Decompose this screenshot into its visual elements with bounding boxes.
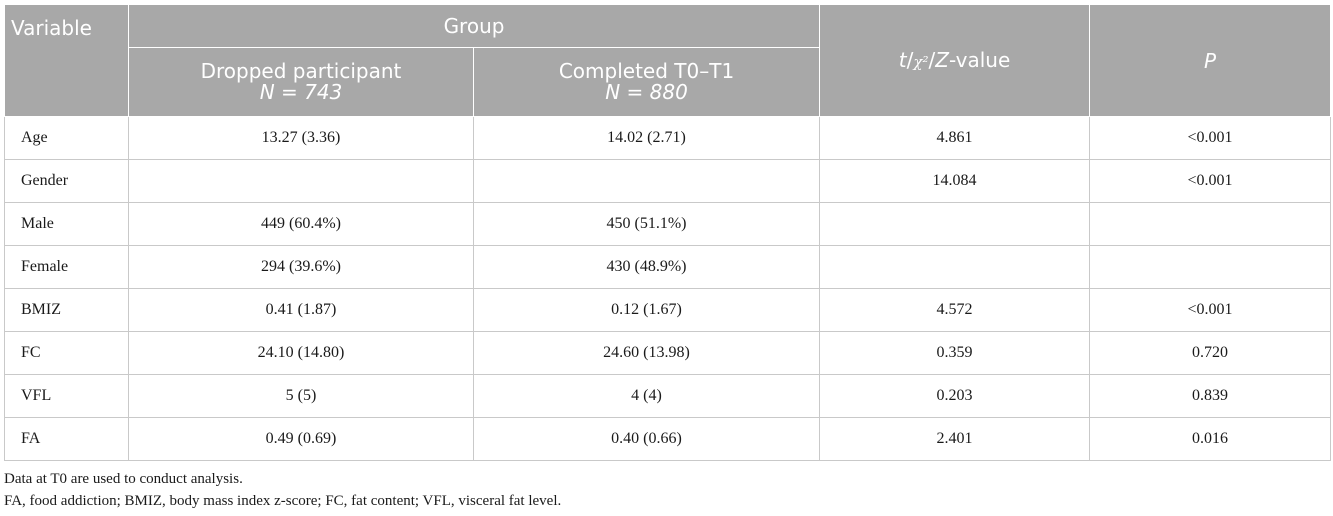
header-variable-label: Variable [11,16,92,40]
cell-statistic: 0.203 [819,374,1091,418]
cell-variable: Female [4,245,129,289]
header-dropped: Dropped participant N = 743 [128,47,474,117]
cell-completed [472,159,821,203]
cell-completed: 0.40 (0.66) [472,417,821,461]
cell-p-value: 0.016 [1089,417,1332,461]
header-completed: Completed T0–T1 N = 880 [472,47,821,117]
header-variable: Variable [4,4,129,117]
cell-variable: Male [4,202,129,246]
cell-p-value [1089,245,1332,289]
cell-dropped: 0.41 (1.87) [128,288,474,332]
table-footnotes: Data at T0 are used to conduct analysis.… [4,468,561,512]
table-header: Variable Group t/χ²/Z-value P Dropped pa… [4,4,1332,117]
cell-statistic: 14.084 [819,159,1091,203]
header-statistic: t/χ²/Z-value [819,4,1091,117]
table-body: Age 13.27 (3.36) 14.02 (2.71) 4.861 <0.0… [4,116,1332,461]
cell-dropped: 13.27 (3.36) [128,116,474,160]
comparison-table: Variable Group t/χ²/Z-value P Dropped pa… [4,4,1332,461]
cell-statistic: 2.401 [819,417,1091,461]
cell-dropped: 5 (5) [128,374,474,418]
cell-completed: 4 (4) [472,374,821,418]
table-row: FC 24.10 (14.80) 24.60 (13.98) 0.359 0.7… [4,331,1332,375]
table-row: Female 294 (39.6%) 430 (48.9%) [4,245,1332,289]
cell-completed: 24.60 (13.98) [472,331,821,375]
header-stat-t: t [898,47,907,72]
header-stat-z: Z [935,47,949,72]
cell-dropped: 294 (39.6%) [128,245,474,289]
header-p: P [1089,4,1332,117]
header-group: Group [127,4,821,48]
cell-statistic: 4.572 [819,288,1091,332]
table-row: VFL 5 (5) 4 (4) 0.203 0.839 [4,374,1332,418]
cell-dropped: 449 (60.4%) [128,202,474,246]
cell-statistic: 0.359 [819,331,1091,375]
cell-completed: 14.02 (2.71) [472,116,821,160]
cell-completed: 0.12 (1.67) [472,288,821,332]
cell-completed: 450 (51.1%) [472,202,821,246]
data-table-container: Variable Group t/χ²/Z-value P Dropped pa… [4,4,1332,461]
header-p-label: P [1203,48,1217,73]
table-row: Gender 14.084 <0.001 [4,159,1332,203]
header-completed-label: Completed T0–T1 [558,59,735,83]
footnote: FA, food addiction; BMIZ, body mass inde… [4,493,562,509]
footnote: Data at T0 are used to conduct analysis. [4,471,243,487]
table-row: BMIZ 0.41 (1.87) 0.12 (1.67) 4.572 <0.00… [4,288,1332,332]
cell-p-value: <0.001 [1089,159,1332,203]
cell-variable: Gender [4,159,129,203]
cell-variable: VFL [4,374,129,418]
cell-dropped [128,159,474,203]
cell-statistic [819,202,1091,246]
cell-dropped: 24.10 (14.80) [128,331,474,375]
cell-variable: FA [4,417,129,461]
cell-dropped: 0.49 (0.69) [128,417,474,461]
cell-p-value: <0.001 [1089,116,1332,160]
cell-p-value: 0.839 [1089,374,1332,418]
cell-statistic [819,245,1091,289]
header-dropped-n: N = 743 [259,80,343,104]
header-dropped-label: Dropped participant [200,59,402,83]
header-completed-n: N = 880 [605,80,688,104]
cell-p-value [1089,202,1332,246]
cell-completed: 430 (48.9%) [472,245,821,289]
cell-p-value: <0.001 [1089,288,1332,332]
cell-variable: FC [4,331,129,375]
header-stat-chi: χ² [913,52,929,71]
cell-variable: Age [4,116,129,160]
table-row: Male 449 (60.4%) 450 (51.1%) [4,202,1332,246]
header-stat-suffix: -value [948,47,1011,72]
header-group-label: Group [443,14,505,38]
cell-variable: BMIZ [4,288,129,332]
cell-statistic: 4.861 [819,116,1091,160]
cell-p-value: 0.720 [1089,331,1332,375]
table-row: Age 13.27 (3.36) 14.02 (2.71) 4.861 <0.0… [4,116,1332,160]
table-row: FA 0.49 (0.69) 0.40 (0.66) 2.401 0.016 [4,417,1332,461]
